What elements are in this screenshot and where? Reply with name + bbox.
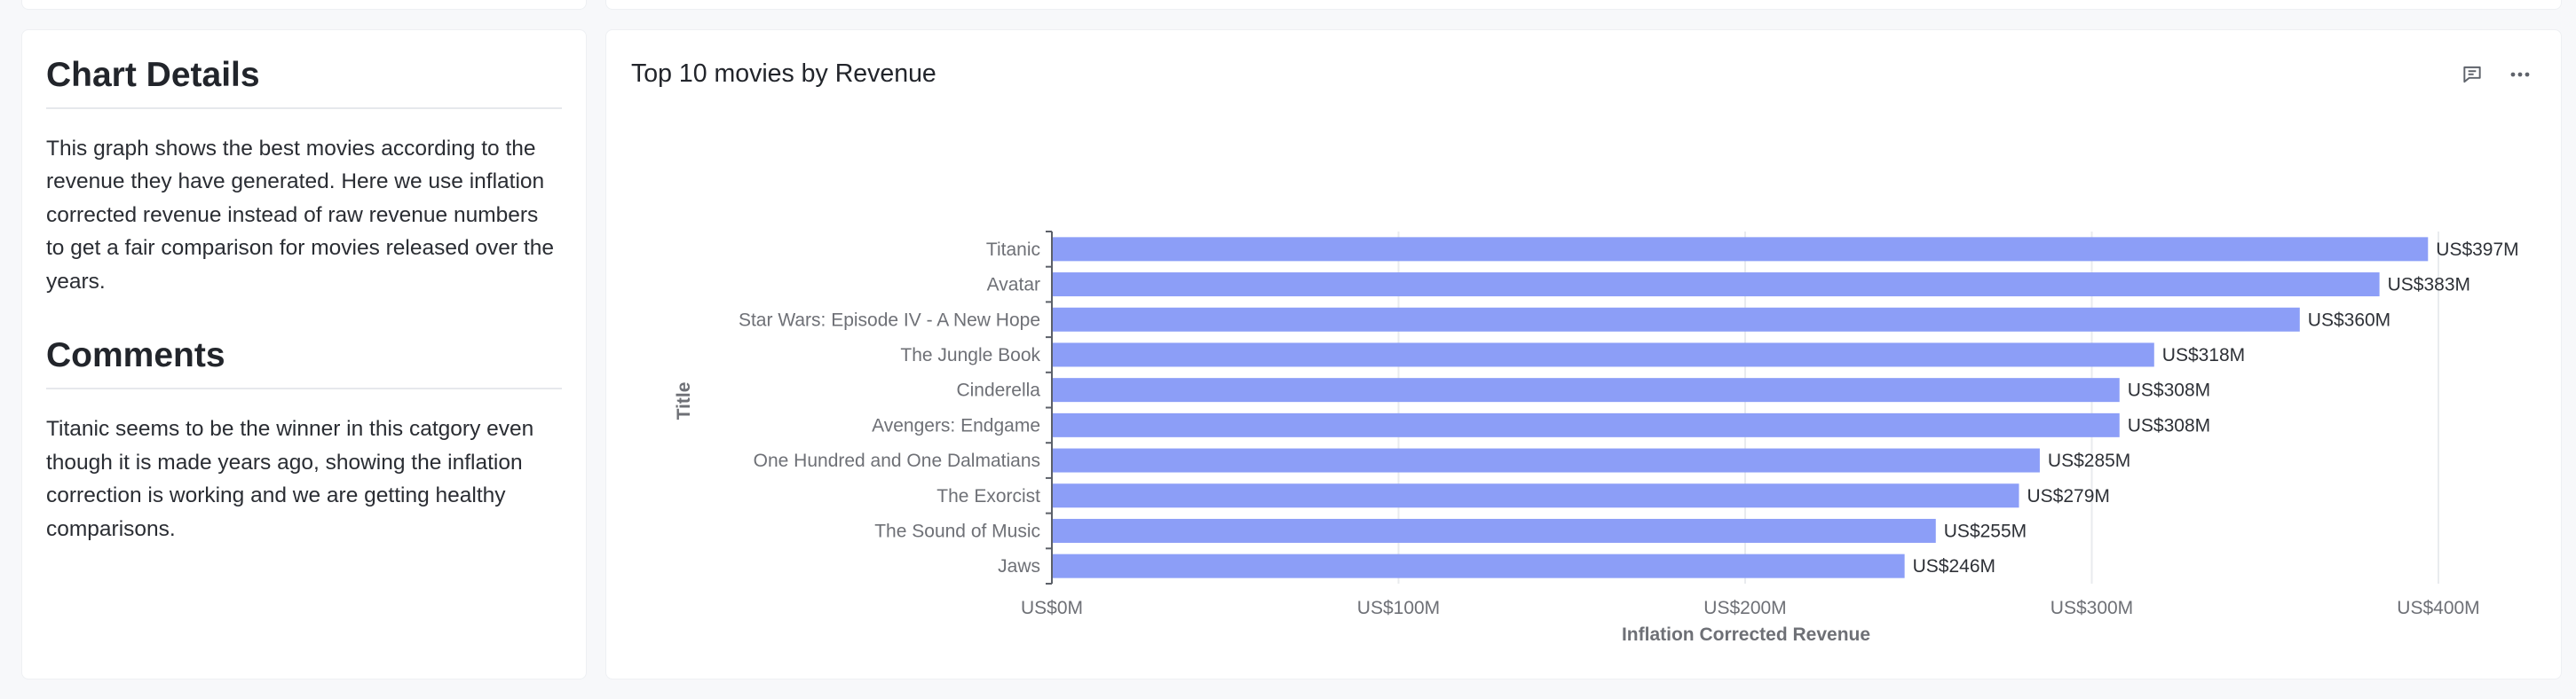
data-label: US$308M [2128,415,2210,436]
comments-heading: Comments [46,336,562,390]
comment-icon [2463,66,2481,83]
x-tick-label: US$200M [1703,598,1786,618]
y-tick-label: The Sound of Music [874,521,1040,541]
y-tick-label: Avengers: Endgame [872,415,1040,436]
chart-details-panel: Chart Details This graph shows the best … [21,29,587,679]
y-tick-label: The Jungle Book [900,345,1040,365]
y-tick-label: Star Wars: Episode IV - A New Hope [739,310,1040,330]
revenue-bar-chart: US$397M US$383M US$360M US$318M US$308M US$30… [674,231,2519,645]
bar[interactable] [1052,448,2040,473]
y-tick-label: The Exorcist [936,486,1040,507]
data-label: US$308M [2128,381,2210,401]
chart-details-text: This graph shows the best movies accordi… [46,136,554,294]
bar[interactable] [1052,412,2120,437]
bar[interactable] [1052,378,2120,403]
data-label: US$383M [2388,275,2470,295]
y-tick-label: Cinderella [956,381,1040,401]
data-label: US$279M [2027,486,2109,507]
data-label: US$397M [2436,240,2518,260]
data-label: US$285M [2048,451,2130,471]
data-label: US$246M [1913,556,1995,577]
x-tick-label: US$100M [1357,598,1440,618]
data-label: US$255M [1944,521,2027,541]
y-tick-label: One Hundred and One Dalmatians [754,451,1040,471]
comments-text: Titanic seems to be the winner in this c… [46,417,534,541]
data-label: US$318M [2162,345,2245,365]
data-label: US$360M [2308,310,2390,330]
x-tick-label: US$0M [1021,598,1083,618]
x-axis-title: Inflation Corrected Revenue [1622,624,1870,645]
bar[interactable] [1052,554,1905,578]
top-panel-edge-left [21,0,587,10]
more-options-icon [2510,72,2530,77]
y-tick-label: Avatar [987,275,1040,295]
x-tick-label: US$400M [2397,598,2479,618]
bar[interactable] [1052,272,2380,297]
chart-card: Top 10 movies by Revenue US$397M US$383M U… [605,29,2562,679]
more-options-button[interactable] [2504,59,2536,90]
bars: US$397M US$383M US$360M US$318M US$308M US$30… [1052,237,2519,578]
bar[interactable] [1052,237,2429,262]
comment-button[interactable] [2456,59,2488,90]
y-tick-label: Jaws [998,556,1040,577]
bar[interactable] [1052,483,2019,508]
axes: US$0M US$100M US$200M US$300M US$400M Titanic… [739,231,2480,618]
chart-details-heading: Chart Details [46,56,562,109]
bar[interactable] [1052,342,2154,367]
chart-title: Top 10 movies by Revenue [631,59,936,88]
y-axis-title: Title [674,382,694,420]
top-panel-edge-right [605,0,2562,10]
bar[interactable] [1052,518,1936,543]
y-tick-label: Titanic [986,240,1040,260]
bar[interactable] [1052,307,2300,332]
x-tick-label: US$300M [2051,598,2133,618]
